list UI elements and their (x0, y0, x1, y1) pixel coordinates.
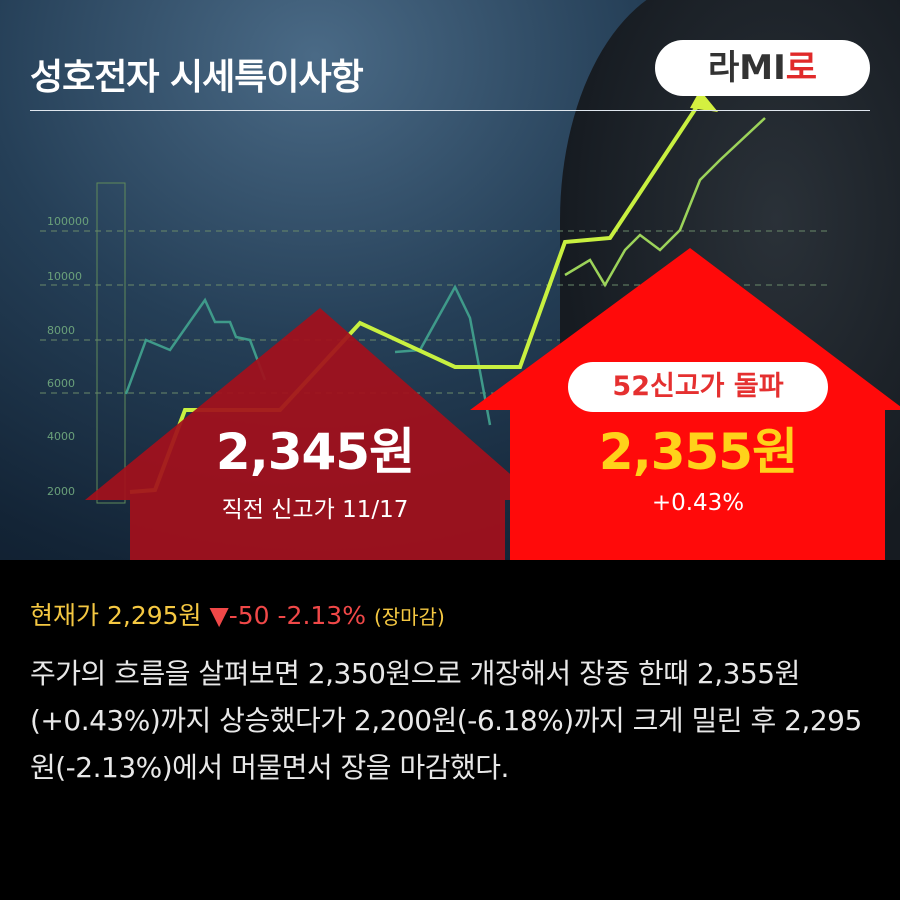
page-title: 성호전자 시세특이사항 (30, 57, 364, 98)
previous-high-price: 2,345원 (215, 423, 415, 481)
current-price: 2,295원 (106, 601, 202, 630)
y-axis-label: 100000 (47, 215, 89, 228)
brand-logo: 라MI로 (655, 40, 870, 96)
logo-text: 라MI (707, 48, 786, 88)
price-change-pct: -2.13% (277, 601, 366, 630)
previous-high-label: 직전 신고가 11/17 (221, 497, 409, 523)
chart-frame (96, 182, 126, 504)
previous-high-arrow (85, 308, 540, 560)
down-triangle-icon: ▼ (209, 601, 229, 630)
title-divider (30, 110, 870, 111)
hero-banner: 100000 10000 8000 6000 4000 2000 성호전자 시세… (0, 0, 900, 560)
y-axis-label: 4000 (47, 430, 75, 443)
new-high-badge: 52신고가 돌파 (568, 362, 828, 412)
y-axis-label: 6000 (47, 377, 75, 390)
logo-accent: 로 (785, 48, 818, 88)
price-change: -50 (228, 601, 270, 630)
new-high-price: 2,355원 (598, 423, 798, 481)
y-axis-label: 10000 (47, 270, 82, 283)
teal-line (124, 297, 267, 395)
session-status: (장마감) (373, 605, 445, 629)
current-price-line: 현재가 2,295원 ▼-50 -2.13% (장마감) (30, 596, 445, 632)
green-line (564, 117, 766, 288)
y-axis-label: 8000 (47, 324, 75, 337)
new-high-change: +0.43% (651, 490, 745, 516)
teal-line-2 (394, 284, 492, 426)
current-price-label: 현재가 (30, 601, 100, 630)
summary-text: 주가의 흐름을 살펴보면 2,350원으로 개장해서 장중 한때 2,355원(… (30, 657, 862, 784)
y-axis-label: 2000 (47, 485, 75, 498)
